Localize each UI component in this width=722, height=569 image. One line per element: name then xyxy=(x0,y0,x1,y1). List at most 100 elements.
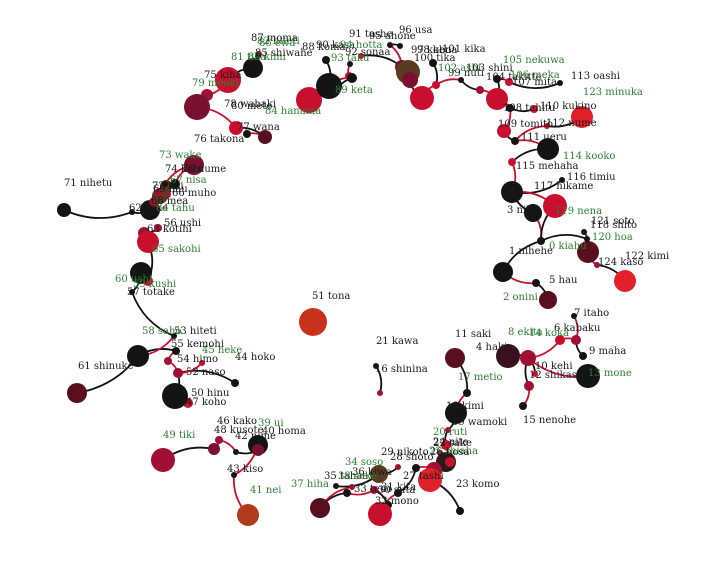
graph-node[interactable] xyxy=(555,335,565,345)
graph-node[interactable] xyxy=(432,81,440,89)
graph-node[interactable] xyxy=(252,444,264,456)
graph-node[interactable] xyxy=(463,389,471,397)
graph-node[interactable] xyxy=(496,344,520,368)
graph-node[interactable] xyxy=(172,347,180,355)
graph-node[interactable] xyxy=(394,489,402,497)
graph-node[interactable] xyxy=(171,333,177,339)
graph-node[interactable] xyxy=(57,203,71,217)
graph-node[interactable] xyxy=(343,489,351,497)
graph-node[interactable] xyxy=(184,94,210,120)
graph-node[interactable] xyxy=(243,130,251,138)
graph-node[interactable] xyxy=(532,371,538,377)
graph-node[interactable] xyxy=(584,236,590,242)
graph-node[interactable] xyxy=(508,158,516,166)
graph-node[interactable] xyxy=(395,464,401,470)
graph-node[interactable] xyxy=(129,289,135,295)
graph-node[interactable] xyxy=(537,138,559,160)
graph-node[interactable] xyxy=(410,86,434,110)
graph-node[interactable] xyxy=(151,448,175,472)
graph-node[interactable] xyxy=(164,357,172,365)
graph-node[interactable] xyxy=(229,121,243,135)
graph-node[interactable] xyxy=(571,106,593,128)
graph-node[interactable] xyxy=(173,368,183,378)
graph-node[interactable] xyxy=(137,231,159,253)
graph-node[interactable] xyxy=(557,80,563,86)
graph-node[interactable] xyxy=(493,262,513,282)
graph-node[interactable] xyxy=(445,457,455,467)
graph-node[interactable] xyxy=(497,124,511,138)
graph-node[interactable] xyxy=(397,43,403,49)
graph-node[interactable] xyxy=(127,345,149,367)
graph-node[interactable] xyxy=(215,67,241,93)
graph-node[interactable] xyxy=(577,241,599,263)
graph-node[interactable] xyxy=(486,88,508,110)
graph-node[interactable] xyxy=(255,53,261,59)
graph-node[interactable] xyxy=(377,390,383,396)
graph-node[interactable] xyxy=(445,402,467,424)
graph-node[interactable] xyxy=(614,270,636,292)
graph-node[interactable] xyxy=(370,465,388,483)
graph-node[interactable] xyxy=(373,363,379,369)
graph-node[interactable] xyxy=(215,436,223,444)
graph-node[interactable] xyxy=(237,504,259,526)
graph-node[interactable] xyxy=(559,177,565,183)
graph-node[interactable] xyxy=(387,42,393,48)
graph-node[interactable] xyxy=(349,484,355,490)
graph-node[interactable] xyxy=(412,464,420,472)
graph-node[interactable] xyxy=(299,308,327,336)
graph-node[interactable] xyxy=(243,58,263,78)
graph-node[interactable] xyxy=(347,61,353,67)
graph-node[interactable] xyxy=(316,73,342,99)
graph-node[interactable] xyxy=(476,86,484,94)
graph-node[interactable] xyxy=(370,486,378,494)
graph-node[interactable] xyxy=(456,507,464,515)
graph-node[interactable] xyxy=(539,291,557,309)
graph-node[interactable] xyxy=(532,279,540,287)
graph-node[interactable] xyxy=(506,104,514,112)
graph-node[interactable] xyxy=(524,204,542,222)
graph-node[interactable] xyxy=(67,383,87,403)
graph-node[interactable] xyxy=(493,75,501,83)
graph-node[interactable] xyxy=(537,237,545,245)
graph-node[interactable] xyxy=(208,443,220,455)
graph-node[interactable] xyxy=(154,224,162,232)
graph-node[interactable] xyxy=(231,472,237,478)
graph-node[interactable] xyxy=(322,56,330,64)
graph-node[interactable] xyxy=(368,502,392,526)
graph-node[interactable] xyxy=(184,155,204,175)
graph-node[interactable] xyxy=(333,483,339,489)
graph-node[interactable] xyxy=(543,194,567,218)
graph-node[interactable] xyxy=(530,105,538,113)
graph-node[interactable] xyxy=(162,383,188,409)
graph-node[interactable] xyxy=(579,352,587,360)
graph-node[interactable] xyxy=(310,498,330,518)
graph-node[interactable] xyxy=(347,73,357,83)
graph-node[interactable] xyxy=(571,313,577,319)
graph-node[interactable] xyxy=(258,130,272,144)
graph-node[interactable] xyxy=(441,440,451,450)
graph-node[interactable] xyxy=(233,449,239,455)
graph-node[interactable] xyxy=(418,468,442,492)
graph-node[interactable] xyxy=(231,379,239,387)
graph-node[interactable] xyxy=(155,189,163,197)
graph-node[interactable] xyxy=(511,137,519,145)
graph-node[interactable] xyxy=(519,402,527,410)
graph-node[interactable] xyxy=(129,209,135,215)
graph-node[interactable] xyxy=(170,179,180,189)
graph-node[interactable] xyxy=(505,78,513,86)
graph-node[interactable] xyxy=(458,77,464,83)
graph-node[interactable] xyxy=(581,229,587,235)
graph-node[interactable] xyxy=(524,381,534,391)
graph-node[interactable] xyxy=(429,59,437,67)
graph-node[interactable] xyxy=(130,262,152,284)
graph-node[interactable] xyxy=(445,348,465,368)
graph-node[interactable] xyxy=(571,335,581,345)
graph-node[interactable] xyxy=(358,53,364,59)
graph-node[interactable] xyxy=(544,123,550,129)
graph-node[interactable] xyxy=(402,72,418,88)
graph-node[interactable] xyxy=(445,427,451,433)
graph-node[interactable] xyxy=(520,350,536,366)
graph-node[interactable] xyxy=(199,360,205,366)
graph-node[interactable] xyxy=(501,181,523,203)
graph-node[interactable] xyxy=(594,262,600,268)
